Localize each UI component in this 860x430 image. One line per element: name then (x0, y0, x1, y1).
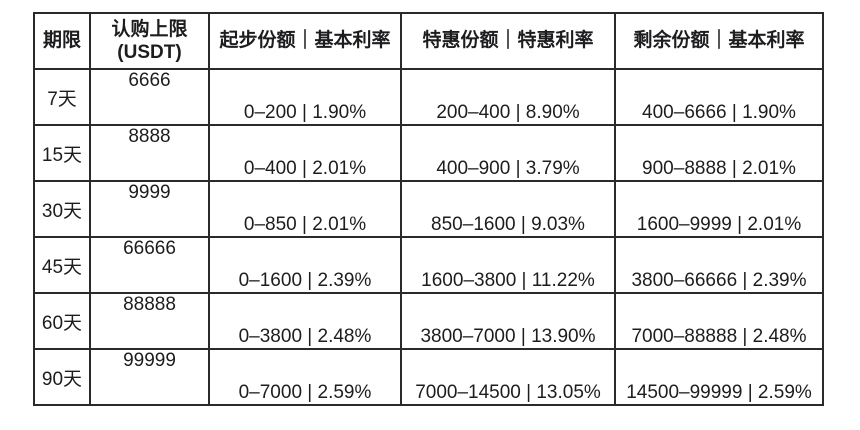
term-cell: 30天 (33, 180, 91, 238)
header-starter-share-rate: 起步份额｜基本利率 (208, 12, 402, 70)
subscription-rate-table: 期限 认购上限 (USDT) 起步份额｜基本利率 特惠份额｜特惠利率 剩余份额｜… (33, 12, 824, 406)
starter-range-cell: 0–200 | 1.90% (208, 68, 402, 126)
header-special-share-rate: 特惠份额｜特惠利率 (400, 12, 616, 70)
remaining-range-cell: 7000–88888 | 2.48% (614, 292, 824, 350)
limit-cell: 66666 (89, 236, 210, 294)
table-row: 90天 99999 0–7000 | 2.59% 7000–14500 | 13… (33, 348, 824, 406)
special-range-cell: 200–400 | 8.90% (400, 68, 616, 126)
header-remaining-share-rate: 剩余份额｜基本利率 (614, 12, 824, 70)
table-row: 30天 9999 0–850 | 2.01% 850–1600 | 9.03% … (33, 180, 824, 238)
term-cell: 7天 (33, 68, 91, 126)
limit-cell: 99999 (89, 348, 210, 406)
starter-range-cell: 0–3800 | 2.48% (208, 292, 402, 350)
remaining-range-cell: 1600–9999 | 2.01% (614, 180, 824, 238)
table-row: 45天 66666 0–1600 | 2.39% 1600–3800 | 11.… (33, 236, 824, 294)
term-cell: 15天 (33, 124, 91, 182)
starter-range-cell: 0–400 | 2.01% (208, 124, 402, 182)
term-cell: 60天 (33, 292, 91, 350)
limit-cell: 8888 (89, 124, 210, 182)
header-subscription-limit: 认购上限 (USDT) (89, 12, 210, 70)
limit-cell: 88888 (89, 292, 210, 350)
special-range-cell: 7000–14500 | 13.05% (400, 348, 616, 406)
remaining-range-cell: 900–8888 | 2.01% (614, 124, 824, 182)
special-range-cell: 400–900 | 3.79% (400, 124, 616, 182)
remaining-range-cell: 400–6666 | 1.90% (614, 68, 824, 126)
header-row: 期限 认购上限 (USDT) 起步份额｜基本利率 特惠份额｜特惠利率 剩余份额｜… (33, 12, 824, 70)
table-row: 15天 8888 0–400 | 2.01% 400–900 | 3.79% 9… (33, 124, 824, 182)
remaining-range-cell: 14500–99999 | 2.59% (614, 348, 824, 406)
remaining-range-cell: 3800–66666 | 2.39% (614, 236, 824, 294)
starter-range-cell: 0–1600 | 2.39% (208, 236, 402, 294)
special-range-cell: 850–1600 | 9.03% (400, 180, 616, 238)
header-limit-line1: 认购上限 (111, 18, 188, 40)
limit-cell: 6666 (89, 68, 210, 126)
limit-cell: 9999 (89, 180, 210, 238)
special-range-cell: 1600–3800 | 11.22% (400, 236, 616, 294)
header-term: 期限 (33, 12, 91, 70)
special-range-cell: 3800–7000 | 13.90% (400, 292, 616, 350)
table-row: 60天 88888 0–3800 | 2.48% 3800–7000 | 13.… (33, 292, 824, 350)
header-limit-line2: (USDT) (117, 42, 182, 63)
table-row: 7天 6666 0–200 | 1.90% 200–400 | 8.90% 40… (33, 68, 824, 126)
starter-range-cell: 0–850 | 2.01% (208, 180, 402, 238)
term-cell: 90天 (33, 348, 91, 406)
starter-range-cell: 0–7000 | 2.59% (208, 348, 402, 406)
term-cell: 45天 (33, 236, 91, 294)
